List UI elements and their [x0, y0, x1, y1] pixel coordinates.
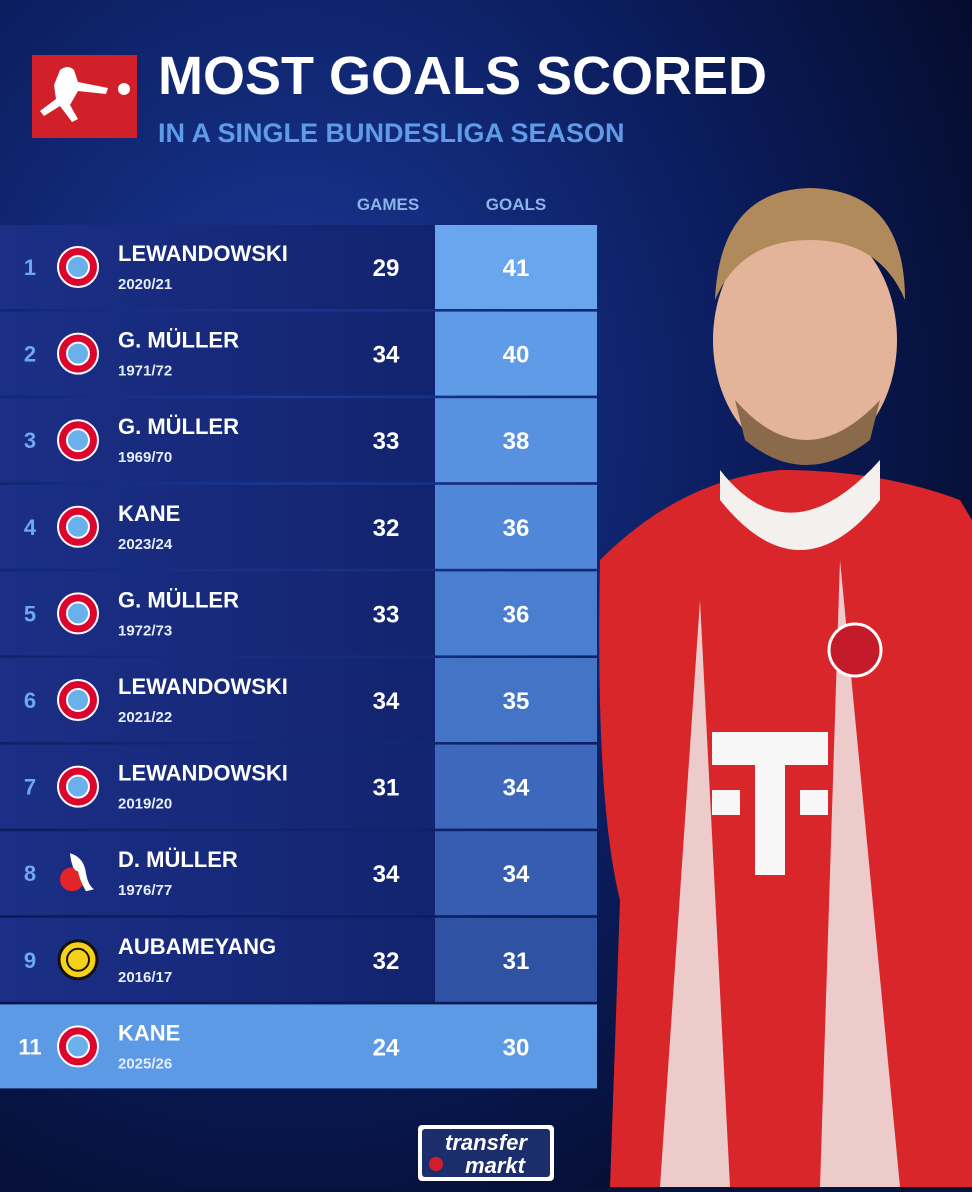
goals: 38: [503, 428, 530, 455]
club-crest: [57, 505, 99, 548]
goals: 36: [503, 601, 530, 628]
player-name: KANE: [118, 501, 180, 526]
player-name: AUBAMEYANG: [118, 934, 276, 959]
games: 34: [373, 861, 400, 888]
season: 1971/72: [118, 363, 172, 380]
crest-shape: [66, 601, 90, 626]
season: 2025/26: [118, 1055, 172, 1072]
season: 1972/73: [118, 622, 172, 639]
club-crest: [57, 939, 99, 981]
crest-shape: [60, 867, 84, 892]
player-name: KANE: [118, 1020, 180, 1045]
rank: 1: [24, 255, 36, 280]
season: 2023/24: [118, 536, 173, 553]
rank: 4: [24, 515, 37, 540]
crest-shape: [66, 1034, 90, 1059]
player-name: LEWANDOWSKI: [118, 241, 288, 266]
crest-shape: [66, 428, 90, 453]
player-name: LEWANDOWSKI: [118, 761, 288, 786]
goals-cell: [435, 484, 597, 569]
goals-cell: [435, 831, 597, 916]
player-name: G. MÜLLER: [118, 414, 239, 439]
rank: 9: [24, 948, 36, 973]
crest-shape: [66, 255, 90, 279]
games: 29: [373, 255, 400, 282]
games: 34: [373, 688, 400, 715]
club-crest: [60, 853, 94, 892]
club-crest: [57, 765, 99, 808]
games: 24: [373, 1034, 400, 1061]
games: 34: [373, 342, 400, 369]
goals: 34: [503, 861, 530, 888]
player-image: [599, 188, 972, 1187]
goals-cell: [435, 917, 597, 1002]
league-logo: [32, 55, 137, 138]
goals: 40: [503, 342, 530, 369]
footer-logo: transfer markt: [418, 1125, 554, 1181]
goals: 35: [503, 688, 530, 715]
player-name: G. MÜLLER: [118, 587, 239, 612]
goals: 41: [503, 255, 530, 282]
crest-shape: [57, 939, 99, 981]
rank: 11: [18, 1034, 41, 1059]
club-crest: [57, 419, 99, 462]
club-crest: [57, 332, 99, 375]
crest-shape: [66, 341, 90, 366]
club-crest: [57, 246, 99, 288]
games: 32: [373, 515, 400, 542]
rank: 8: [24, 861, 36, 886]
subtitle: IN A SINGLE BUNDESLIGA SEASON: [158, 118, 625, 148]
season: 1976/77: [118, 882, 172, 899]
rank: 6: [24, 688, 36, 713]
goals-cell: [435, 225, 597, 309]
games: 32: [373, 948, 400, 975]
rank: 5: [24, 601, 36, 626]
player-name: LEWANDOWSKI: [118, 674, 288, 699]
club-crest: [57, 1025, 99, 1068]
column-header: GAMES: [357, 195, 419, 214]
goals-cell: [435, 744, 597, 829]
player-name: G. MÜLLER: [118, 328, 239, 353]
goals: 30: [503, 1034, 530, 1061]
crest-shape: [66, 947, 90, 972]
crest-shape: [66, 514, 90, 539]
logo-text: markt: [465, 1153, 527, 1178]
goals-cell: [435, 658, 597, 742]
crest-shape: [66, 774, 90, 799]
goals: 31: [503, 948, 530, 975]
club-crest: [57, 679, 99, 721]
club-crest: [57, 592, 99, 635]
season: 2020/21: [118, 276, 172, 293]
season: 1969/70: [118, 449, 172, 466]
games: 33: [373, 601, 400, 628]
goals: 36: [503, 515, 530, 542]
column-header: GOALS: [486, 195, 546, 214]
goals-cell: [435, 398, 597, 483]
crest-shape: [70, 853, 94, 892]
games: 31: [373, 775, 400, 802]
rank: 3: [24, 428, 36, 453]
logo-text: transfer: [445, 1130, 528, 1155]
table: 1 LEWANDOWSKI 2020/21 29 41 2 G. MÜLLER 1971/72…: [0, 225, 597, 1089]
goals-cell: [435, 311, 597, 396]
games: 33: [373, 428, 400, 455]
crest-shape: [66, 688, 90, 712]
row-background: [0, 1004, 597, 1089]
season: 2021/22: [118, 709, 172, 726]
player-name: D. MÜLLER: [118, 847, 238, 872]
goals-cell: [435, 571, 597, 656]
rank: 2: [24, 342, 36, 367]
season: 2019/20: [118, 796, 172, 813]
season: 2016/17: [118, 969, 172, 986]
goals: 34: [503, 775, 530, 802]
title: MOST GOALS SCORED: [158, 46, 767, 106]
rank: 7: [24, 775, 36, 800]
